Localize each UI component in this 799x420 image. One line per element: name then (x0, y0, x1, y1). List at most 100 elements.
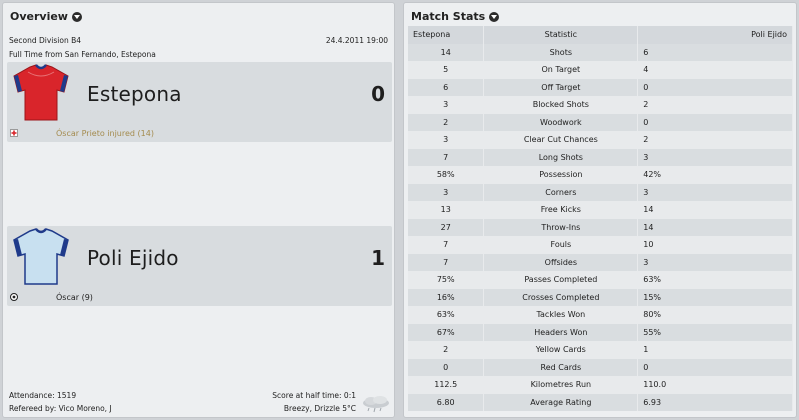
col-header-home[interactable]: Estepona (408, 26, 485, 44)
stat-label: Possession (483, 166, 639, 184)
dropdown-arrow-icon[interactable] (489, 11, 500, 22)
stats-row: 3 Corners 3 (408, 183, 793, 201)
stat-label: Fouls (483, 236, 639, 254)
stat-home-value: 5 (408, 61, 485, 79)
stats-row: 6.80 Average Rating 6.93 (408, 393, 793, 411)
stat-label: Free Kicks (483, 201, 639, 219)
goal-ball-icon (10, 293, 18, 301)
injury-icon (10, 129, 18, 137)
stat-label: Corners (483, 183, 639, 201)
stat-label: Woodwork (483, 113, 639, 131)
weather-text: Breezy, Drizzle 5°C (283, 404, 356, 413)
stat-away-value: 0 (637, 358, 793, 376)
stats-row: 27 Throw-Ins 14 (408, 218, 793, 236)
stats-row: 7 Offsides 3 (408, 253, 793, 271)
home-team-name[interactable]: Estepona (87, 82, 182, 106)
stat-label: On Target (483, 61, 639, 79)
away-kit-shirt-icon (13, 228, 69, 285)
stat-away-value: 0 (637, 78, 793, 96)
stats-row: 6 Off Target 0 (408, 78, 793, 96)
stat-home-value: 2 (408, 113, 485, 131)
stat-home-value: 13 (408, 201, 485, 219)
stat-label: Offsides (483, 253, 639, 271)
stats-row: 0 Red Cards 0 (408, 358, 793, 376)
match-stats-panel: Match Stats Estepona Statistic Poli Ejid… (403, 2, 797, 418)
stat-away-value: 3 (637, 148, 793, 166)
stat-away-value: 3 (637, 253, 793, 271)
stat-away-value: 110.0 (637, 376, 793, 394)
stat-away-value: 1 (637, 341, 793, 359)
stat-home-value: 3 (408, 131, 485, 149)
home-event-text[interactable]: Óscar Prieto injured (14) (56, 129, 154, 138)
stat-away-value: 2 (637, 131, 793, 149)
attendance: Attendance: 1519 (9, 391, 77, 400)
home-kit-shirt-icon (13, 64, 69, 121)
stat-label: Red Cards (483, 358, 639, 376)
stat-home-value: 112.5 (408, 376, 485, 394)
stat-home-value: 27 (408, 218, 485, 236)
stats-row: 14 Shots 6 (408, 43, 793, 61)
stats-row: 63% Tackles Won 80% (408, 306, 793, 324)
stat-away-value: 6 (637, 43, 793, 61)
stat-home-value: 6 (408, 78, 485, 96)
stats-row: 75% Passes Completed 63% (408, 271, 793, 289)
overview-panel: Overview Second Division B4 24.4.2011 19… (2, 2, 395, 418)
stat-away-value: 14 (637, 201, 793, 219)
stat-label: Blocked Shots (483, 96, 639, 114)
stat-home-value: 0 (408, 358, 485, 376)
stats-row: 7 Long Shots 3 (408, 148, 793, 166)
stats-row: 2 Woodwork 0 (408, 113, 793, 131)
stat-away-value: 2 (637, 96, 793, 114)
stats-header-row: Estepona Statistic Poli Ejido (408, 26, 793, 44)
stat-away-value: 0 (637, 113, 793, 131)
stat-home-value: 2 (408, 341, 485, 359)
stat-home-value: 7 (408, 236, 485, 254)
stat-label: Average Rating (483, 393, 639, 411)
drizzle-cloud-icon (363, 396, 389, 413)
match-venue: Full Time from San Fernando, Estepona (9, 50, 156, 59)
stat-away-value: 14 (637, 218, 793, 236)
dropdown-arrow-icon[interactable] (71, 11, 82, 22)
stats-row: 2 Yellow Cards 1 (408, 341, 793, 359)
stats-row: 5 On Target 4 (408, 61, 793, 79)
match-stats-title: Match Stats (411, 10, 486, 23)
stat-home-value: 67% (408, 323, 485, 341)
stats-row: 58% Possession 42% (408, 166, 793, 184)
stat-away-value: 15% (637, 288, 793, 306)
match-date-time: 24.4.2011 19:00 (325, 36, 388, 45)
referee[interactable]: Refereed by: Vico Moreno, J (9, 404, 112, 413)
stat-away-value: 80% (637, 306, 793, 324)
away-event-text[interactable]: Óscar (9) (56, 293, 93, 302)
stats-body: 14 Shots 6 5 On Target 4 6 Off Target 0 3 Blocked … (408, 43, 793, 411)
away-team-score: 1 (371, 246, 385, 270)
stat-away-value: 6.93 (637, 393, 793, 411)
half-time-score: Score at half time: 0:1 (272, 391, 356, 400)
stats-row: 16% Crosses Completed 15% (408, 288, 793, 306)
stat-home-value: 63% (408, 306, 485, 324)
stats-row: 3 Blocked Shots 2 (408, 96, 793, 114)
away-team-name[interactable]: Poli Ejido (87, 246, 179, 270)
stat-away-value: 4 (637, 61, 793, 79)
stat-label: Passes Completed (483, 271, 639, 289)
stat-label: Crosses Completed (483, 288, 639, 306)
match-stats-header[interactable]: Match Stats (411, 10, 500, 23)
stat-home-value: 7 (408, 148, 485, 166)
away-team-box: Poli Ejido 1 Óscar (9) (7, 226, 392, 306)
stats-row: 67% Headers Won 55% (408, 323, 793, 341)
stat-away-value: 63% (637, 271, 793, 289)
stats-row: 112.5 Kilometres Run 110.0 (408, 376, 793, 394)
stat-away-value: 10 (637, 236, 793, 254)
home-team-score: 0 (371, 82, 385, 106)
stats-row: 3 Clear Cut Chances 2 (408, 131, 793, 149)
stat-label: Kilometres Run (483, 376, 639, 394)
home-team-box: Estepona 0 Óscar Prieto injured (14) (7, 62, 392, 142)
competition-name[interactable]: Second Division B4 (9, 36, 82, 45)
overview-header[interactable]: Overview (10, 10, 82, 23)
stat-label: Tackles Won (483, 306, 639, 324)
stat-away-value: 3 (637, 183, 793, 201)
col-header-away[interactable]: Poli Ejido (637, 26, 793, 44)
stat-label: Headers Won (483, 323, 639, 341)
stat-label: Throw-Ins (483, 218, 639, 236)
stats-row: 13 Free Kicks 14 (408, 201, 793, 219)
col-header-statistic[interactable]: Statistic (483, 26, 639, 44)
